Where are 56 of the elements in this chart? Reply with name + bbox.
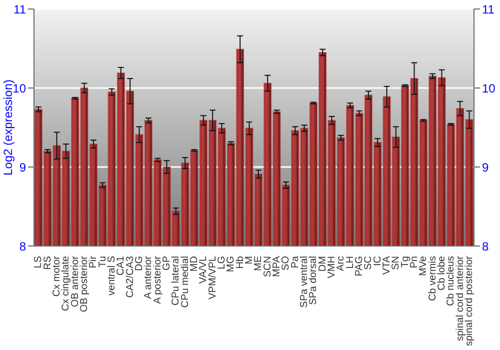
x-tick-label: SO — [280, 256, 292, 270]
x-tick-label: SCN — [262, 256, 274, 278]
x-tick-label: Cb nucleus — [446, 256, 457, 306]
x-tick-label: PAG — [354, 256, 365, 276]
x-tick-label: ME — [253, 256, 264, 271]
y2-tick-label: 11 — [482, 2, 495, 16]
x-tick-label: OB anterior — [70, 255, 81, 308]
x-tick-label: LH — [344, 256, 356, 269]
x-tick-label: Cb vermis — [427, 256, 438, 302]
y2-tick-label: 8 — [482, 239, 489, 254]
y2-tick-label: 10 — [482, 81, 496, 96]
x-tick-label: OB posterior — [78, 255, 90, 312]
y-tick-label: 8 — [19, 239, 26, 254]
x-tick-label: SN — [390, 256, 402, 270]
x-tick-label: CA1 — [116, 256, 127, 276]
x-tick-label: MVe — [418, 256, 430, 276]
y-tick-label: 11 — [14, 2, 26, 16]
x-tick-label: LG — [216, 256, 228, 270]
x-tick-label: VTA — [381, 256, 392, 275]
x-tick-label: DG — [134, 256, 145, 271]
x-tick-label: DM — [317, 256, 328, 272]
x-tick-label: MPA — [271, 256, 282, 277]
x-tick-label: LS — [33, 256, 44, 268]
x-tick-label: spinal cord posterior — [464, 255, 475, 346]
x-tick-label: VA/VL — [198, 256, 210, 284]
x-tick-label: Tu — [97, 256, 108, 268]
x-tick-label: spinal cord anterior — [454, 255, 466, 342]
x-tick-label: CPu medial — [180, 256, 191, 308]
x-tick-label: Pa — [290, 256, 301, 268]
x-tick-label: A posterior — [152, 255, 164, 304]
x-tick-label: A anterior — [143, 255, 154, 299]
x-tick-label: M — [244, 256, 255, 264]
x-tick-label: MD — [188, 256, 200, 272]
x-tick-label: CA2/CA3 — [124, 256, 136, 298]
x-tick-label: ventral S — [106, 256, 118, 296]
x-tick-label: Cx cingulate — [60, 256, 72, 312]
x-tick-label: Hb — [234, 256, 246, 269]
y2-tick-label: 9 — [482, 160, 489, 174]
x-tick-label: Pir — [88, 255, 100, 268]
x-tick-label: GP — [161, 256, 172, 270]
x-tick-label: Tg — [400, 256, 411, 268]
x-tick-label: Arc — [336, 256, 347, 271]
x-tick-label: SC — [363, 256, 374, 270]
x-tick-label: IC — [372, 256, 384, 266]
x-tick-label: RS — [42, 256, 54, 270]
x-tick-label: Cx motor — [51, 255, 62, 297]
x-tick-label: MG — [226, 256, 237, 272]
x-tick-label: VMH — [326, 256, 338, 278]
y-axis-title: Log2 (expression) — [1, 79, 15, 176]
y-tick-label: 9 — [19, 160, 26, 174]
x-tick-label: SPa dorsal — [308, 256, 320, 305]
x-tick-label: Cb lobe — [436, 256, 448, 290]
x-tick-label: SPa ventral — [298, 256, 310, 308]
x-tick-label: VPM/VPL — [207, 256, 218, 300]
x-tick-label: CPu lateral — [170, 256, 182, 306]
x-tick-label: Pn — [408, 256, 420, 268]
